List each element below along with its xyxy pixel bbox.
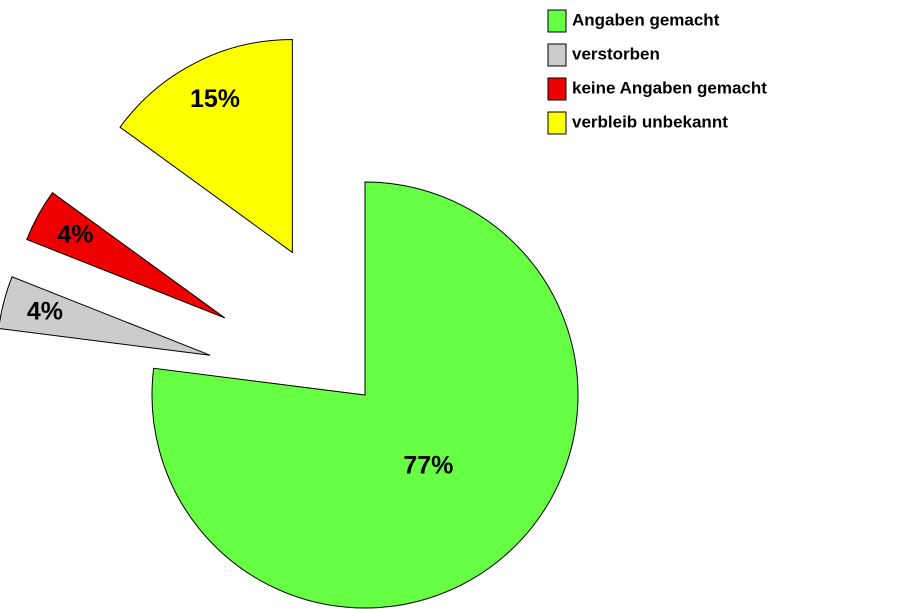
- pie-slice: [151, 181, 579, 609]
- pie-slice: [0, 276, 211, 356]
- legend-label: verbleib unbekannt: [572, 112, 728, 131]
- legend-label: verstorben: [572, 44, 660, 63]
- legend-swatch: [547, 9, 567, 33]
- legend-swatch: [547, 111, 567, 135]
- legend-swatch: [547, 43, 567, 67]
- slice-label: 15%: [190, 85, 240, 113]
- slice-label: 77%: [403, 452, 453, 480]
- legend-swatch: [547, 77, 567, 101]
- pie-slice: [119, 38, 293, 254]
- pie-slice: [26, 192, 226, 319]
- legend-label: keine Angaben gemacht: [572, 78, 767, 97]
- slice-label: 4%: [57, 220, 93, 248]
- legend-label: Angaben gemacht: [572, 10, 720, 29]
- slice-label: 4%: [27, 297, 63, 325]
